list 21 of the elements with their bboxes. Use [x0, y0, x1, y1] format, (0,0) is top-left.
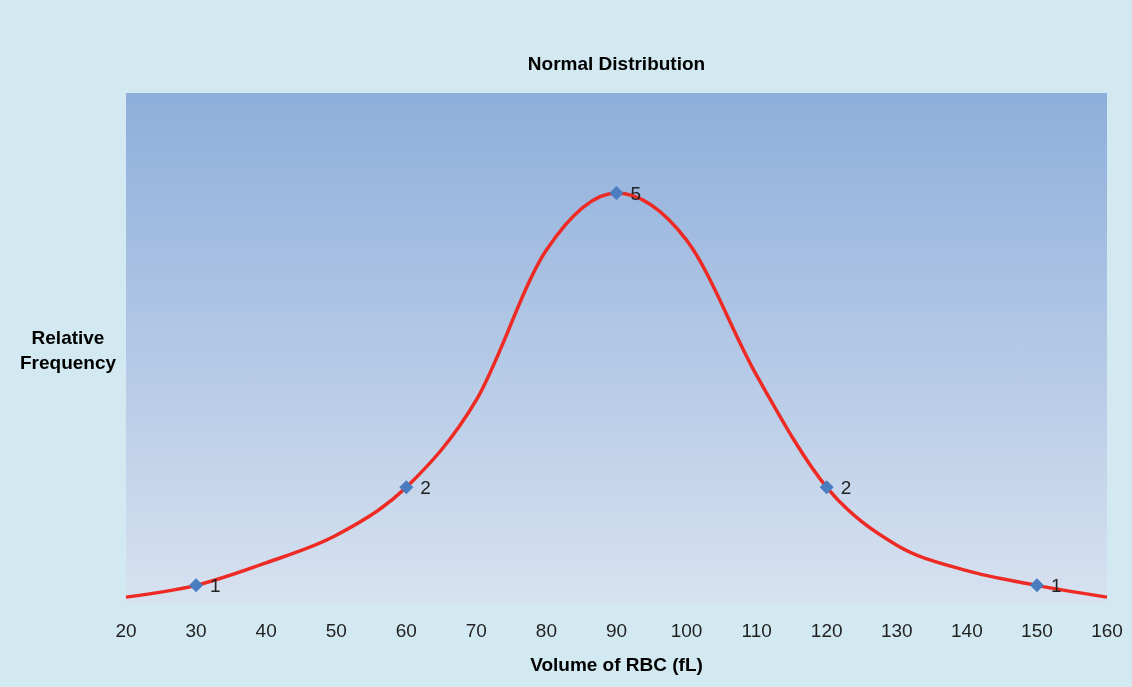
x-tick-label: 70	[465, 620, 487, 641]
chart-title: Normal Distribution	[527, 53, 706, 74]
data-label: 1	[210, 575, 221, 597]
x-tick-label: 90	[605, 620, 628, 641]
x-tick-label: 80	[535, 620, 557, 641]
x-tick-label: 120	[810, 620, 843, 641]
data-label: 2	[420, 477, 431, 499]
x-axis-title: Volume of RBC (fL)	[530, 654, 703, 675]
x-tick-label: 60	[395, 620, 417, 641]
x-tick-label: 110	[741, 620, 772, 641]
x-tick-label: 130	[880, 620, 913, 641]
x-tick-label: 40	[255, 620, 277, 641]
x-tick-label: 30	[185, 620, 207, 641]
x-tick-label: 50	[325, 620, 347, 641]
y-axis-title: Relative Frequency	[19, 327, 117, 373]
x-tick-label: 140	[951, 620, 983, 641]
x-tick-label: 150	[1021, 620, 1053, 641]
x-tick-label: 100	[670, 620, 703, 641]
x-tick-label: 20	[115, 620, 137, 641]
data-label: 2	[840, 477, 852, 499]
x-tick-label: 160	[1091, 620, 1123, 641]
